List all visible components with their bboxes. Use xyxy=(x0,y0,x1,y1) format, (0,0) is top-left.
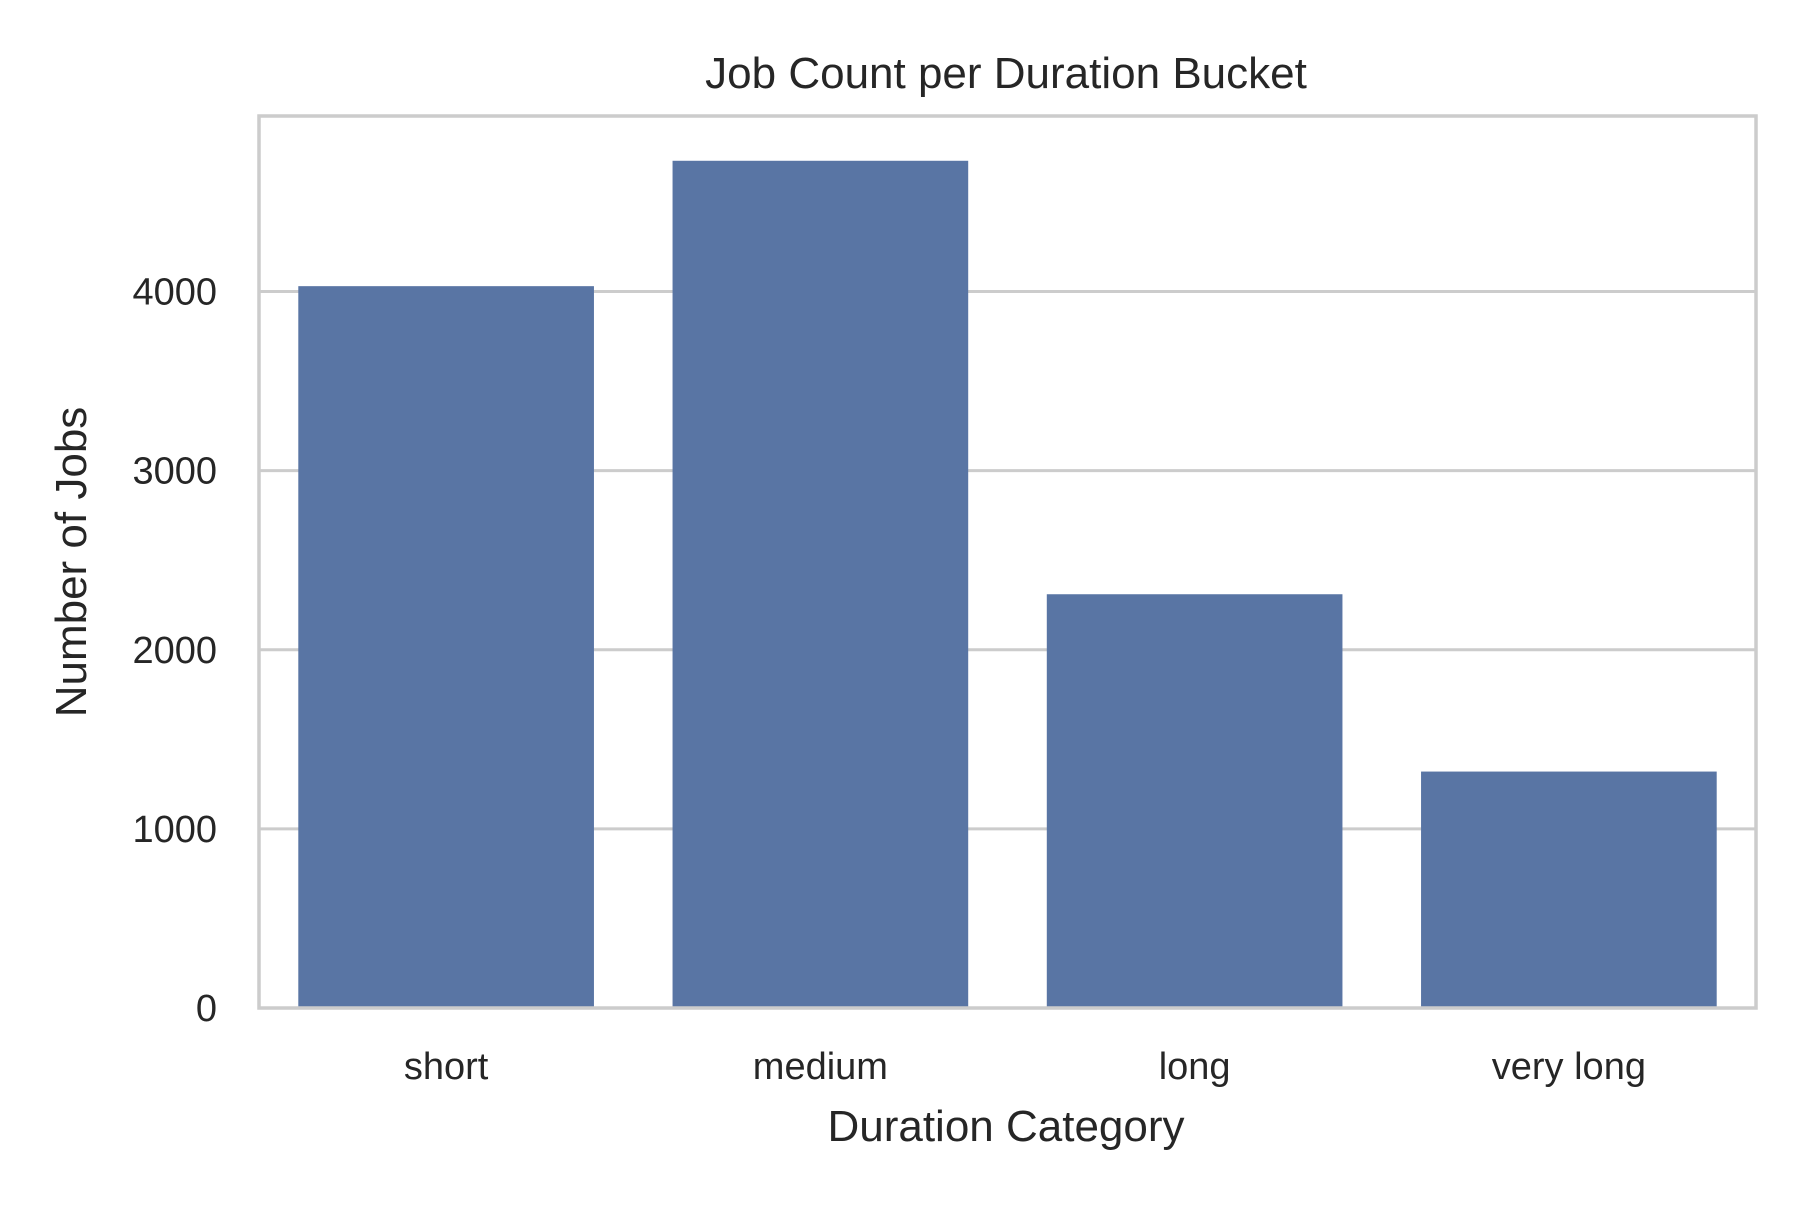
y-tick-label: 2000 xyxy=(132,630,217,672)
x-tick-label: medium xyxy=(753,1046,888,1088)
x-tick-label: short xyxy=(404,1046,489,1088)
bar-very-long xyxy=(1421,771,1717,1008)
bars xyxy=(298,160,1717,1008)
y-tick-label: 0 xyxy=(196,988,217,1030)
plot-frame xyxy=(257,114,1758,1010)
x-tick-label: long xyxy=(1159,1046,1231,1088)
x-axis-label: Duration Category xyxy=(827,1102,1184,1151)
y-tick-label: 3000 xyxy=(132,451,217,493)
y-axis-ticks: 0 1000 2000 3000 4000 xyxy=(132,272,217,1030)
x-tick-label: very long xyxy=(1492,1046,1646,1088)
bar-long xyxy=(1046,594,1343,1008)
x-axis-ticks: short medium long very long xyxy=(404,1046,1646,1088)
bar-medium xyxy=(672,160,969,1008)
bar-short xyxy=(298,286,594,1008)
y-tick-label: 4000 xyxy=(132,272,217,314)
y-axis-label: Number of Jobs xyxy=(47,407,96,718)
chart-title: Job Count per Duration Bucket xyxy=(705,49,1307,98)
y-tick-label: 1000 xyxy=(132,809,217,851)
